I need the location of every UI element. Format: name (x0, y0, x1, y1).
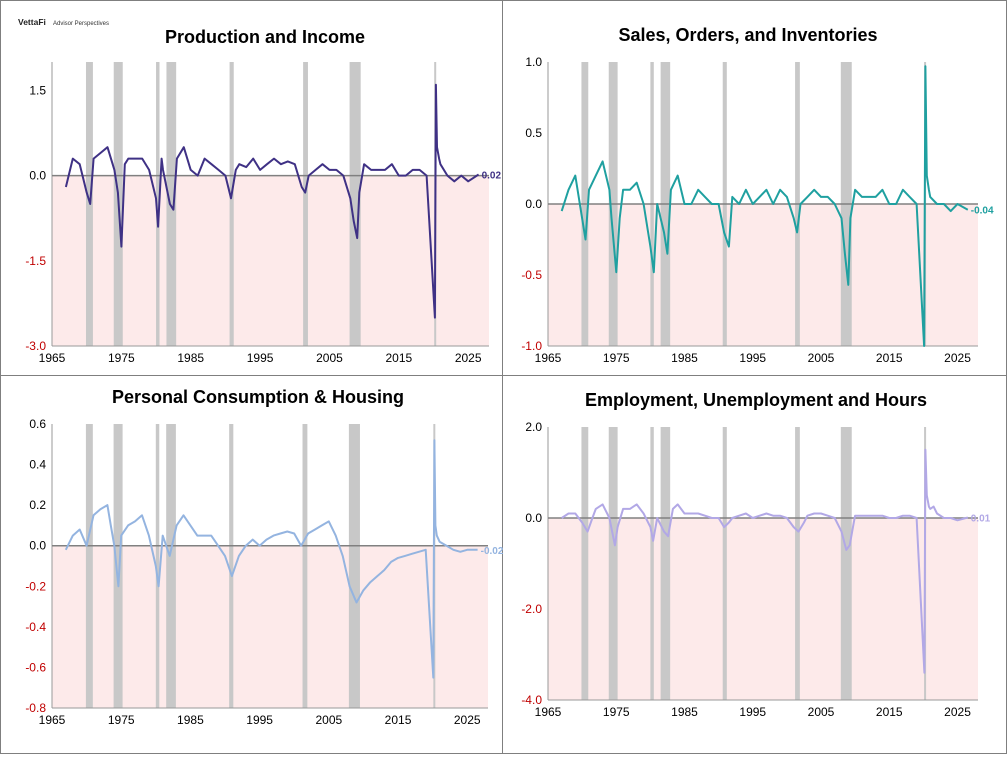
x-tick-label: 1985 (177, 351, 204, 365)
x-tick-label: 1985 (671, 351, 698, 365)
y-tick-label: -2.0 (521, 602, 542, 616)
panel-4: -4.0 -2.0 0.0 2.0 1965 1975 1985 1995 2005 2015 20… (521, 390, 990, 719)
x-tick-label: 1965 (39, 351, 66, 365)
y-tick-label: 0.0 (525, 511, 542, 525)
x-tick-label: 2015 (876, 351, 903, 365)
recession-bar-3 (156, 62, 160, 346)
x-tick-label: 2025 (944, 351, 971, 365)
panel-title: Employment, Unemployment and Hours (585, 390, 927, 410)
panel-title: Production and Income (165, 27, 365, 47)
panel-2: -1.0 -0.5 0.0 0.5 1.0 1965 1975 1985 1995 2005 201… (521, 25, 994, 365)
y-tick-label: -4.0 (521, 693, 542, 707)
x-tick-label: 2005 (808, 705, 835, 719)
recession-bar-3 (155, 424, 160, 708)
y-tick-label: 1.5 (29, 83, 46, 97)
panel-3: -0.8 -0.6 -0.4 -0.2 0.0 0.2 0.4 0.6 1965 1975 1985… (25, 387, 504, 727)
x-tick-label: 2005 (315, 713, 342, 727)
recession-bar-1 (581, 427, 589, 700)
recession-bar-5 (229, 424, 234, 708)
recession-bar-7 (840, 427, 852, 700)
y-tick-label: 2.0 (525, 420, 542, 434)
x-tick-label: 2015 (385, 351, 412, 365)
panel-title: Sales, Orders, and Inventories (618, 25, 877, 45)
series-line (64, 83, 480, 319)
y-tick-label: 0.0 (525, 197, 542, 211)
y-tick-label: -0.8 (25, 701, 46, 715)
recession-bar-4 (660, 427, 671, 700)
recession-bar-4 (166, 424, 176, 708)
y-tick-label: 0.6 (29, 417, 46, 431)
recession-bar-3 (650, 427, 654, 700)
y-tick-label: 0.0 (29, 169, 46, 183)
recession-bar-7 (348, 424, 360, 708)
x-tick-label: 2025 (454, 713, 481, 727)
series-line (560, 65, 969, 347)
recession-bar-2 (608, 427, 618, 700)
brand-logo: VettaFi (18, 17, 46, 27)
y-tick-label: 0.5 (525, 126, 542, 140)
x-tick-label: 1965 (535, 351, 562, 365)
y-tick-label: -3.0 (25, 339, 46, 353)
y-tick-label: -0.5 (521, 268, 542, 282)
x-tick-label: 1985 (671, 705, 698, 719)
recession-bar-4 (166, 62, 177, 346)
y-tick-label: 0.0 (29, 539, 46, 553)
x-tick-label: 1965 (535, 705, 562, 719)
last-value-label: -0.04 (971, 206, 994, 217)
recession-bar-6 (303, 62, 308, 346)
recession-bar-1 (85, 424, 93, 708)
y-tick-label: -0.6 (25, 660, 46, 674)
x-tick-label: 2005 (808, 351, 835, 365)
x-tick-label: 2015 (385, 713, 412, 727)
x-tick-label: 1995 (739, 351, 766, 365)
recession-bar-6 (795, 427, 800, 700)
negative-region (52, 545, 488, 708)
brand-subtitle: Advisor Perspectives (53, 21, 109, 27)
series-line (561, 448, 969, 674)
last-value-label: 0.02 (482, 170, 502, 181)
x-tick-label: 1995 (247, 351, 274, 365)
y-tick-label: 0.2 (29, 498, 46, 512)
x-tick-label: 2005 (316, 351, 343, 365)
x-tick-label: 1985 (177, 713, 204, 727)
x-tick-label: 2025 (944, 705, 971, 719)
recession-bar-5 (722, 427, 727, 700)
recession-bar-2 (113, 424, 123, 708)
x-tick-label: 2025 (455, 351, 482, 365)
recession-bar-7 (349, 62, 361, 346)
x-tick-label: 2015 (876, 705, 903, 719)
x-tick-label: 1975 (108, 713, 135, 727)
recession-bar-5 (229, 62, 234, 346)
panel-title: Personal Consumption & Housing (112, 387, 404, 407)
y-tick-label: -1.0 (521, 339, 542, 353)
x-tick-label: 1975 (603, 705, 630, 719)
series-line (64, 439, 478, 679)
last-value-label: -0.02 (481, 546, 504, 557)
negative-region (52, 175, 489, 346)
x-tick-label: 1995 (246, 713, 273, 727)
x-tick-label: 1965 (39, 713, 66, 727)
y-tick-label: 1.0 (525, 55, 542, 69)
y-tick-label: -0.4 (25, 620, 46, 634)
y-tick-label: -0.2 (25, 579, 46, 593)
recession-bar-6 (302, 424, 308, 708)
x-tick-label: 1995 (739, 705, 766, 719)
negative-region (548, 518, 978, 700)
x-tick-label: 1975 (603, 351, 630, 365)
panel-1: -3.0 -1.5 0.0 1.5 1965 1975 1985 1995 2005 2015 20… (25, 27, 501, 365)
x-tick-label: 1975 (108, 351, 135, 365)
last-value-label: 0.01 (971, 514, 991, 525)
y-tick-label: 0.4 (29, 458, 46, 472)
y-tick-label: -1.5 (25, 254, 46, 268)
